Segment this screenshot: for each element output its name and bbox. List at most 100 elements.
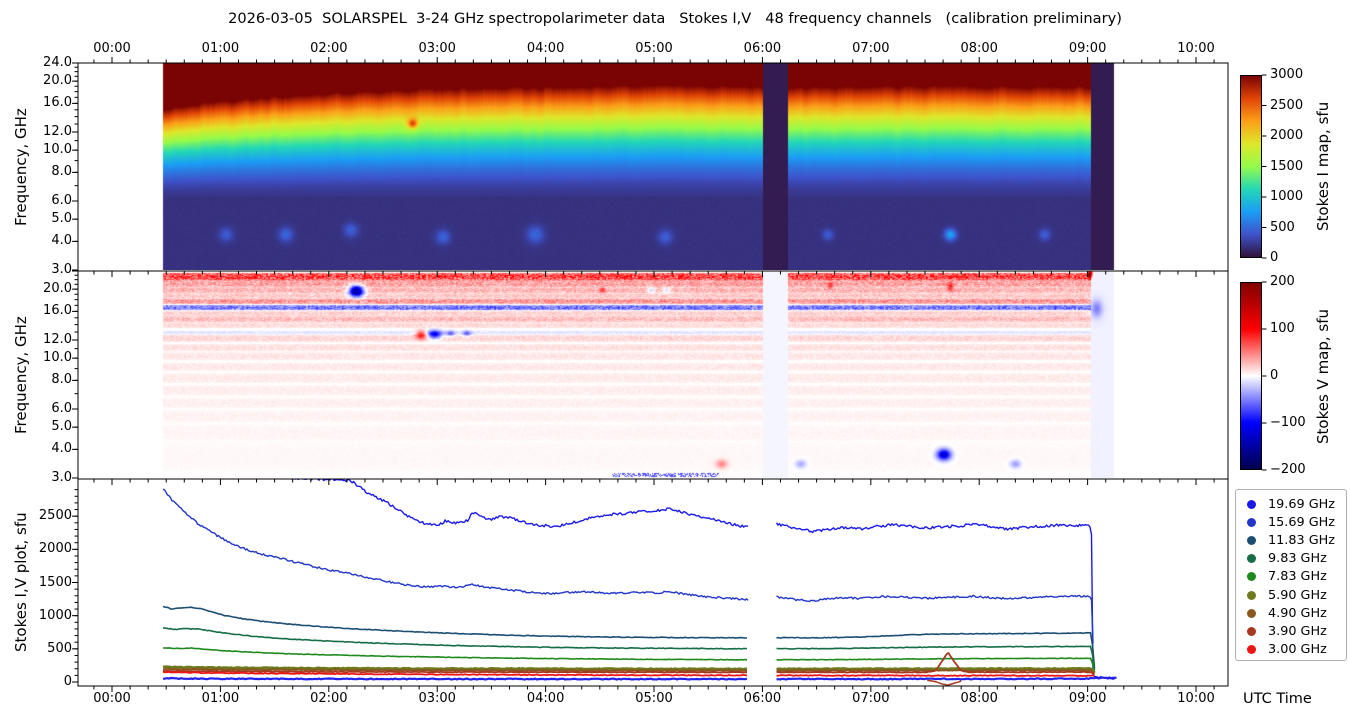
colorbar-i-tick-label: 2000 [1270, 128, 1304, 143]
legend-item: 11.83 GHz [1236, 531, 1346, 549]
legend-marker-icon [1247, 590, 1256, 600]
legend-marker-icon [1247, 554, 1256, 564]
freq-tick-label: 6.0 [51, 193, 72, 208]
legend-marker-icon [1247, 572, 1256, 582]
top-time-tick-label: 06:00 [743, 41, 782, 56]
line-plot-svg [162, 479, 1117, 686]
freq-tick-label: 6.0 [51, 401, 72, 416]
series-9-83-GHz [162, 627, 748, 650]
stokes-i-colorbar [1240, 75, 1262, 258]
freq-tick-label: 16.0 [43, 303, 72, 319]
bottom-time-tick-label: 06:00 [743, 691, 782, 706]
series-15-69-GHz [776, 594, 1094, 644]
freq-tick-label: 10.0 [43, 350, 72, 366]
bottom-time-tick-label: 05:00 [635, 691, 673, 706]
bottom-time-tick-label: 07:00 [852, 691, 890, 706]
stokes-iv-line-plot [78, 479, 1228, 686]
top-time-tick-label: 05:00 [635, 41, 673, 56]
legend-item: 3.00 GHz [1236, 641, 1346, 659]
legend-marker-icon [1247, 645, 1256, 655]
bottom-time-tick-label: 08:00 [960, 691, 998, 706]
legend-marker-icon [1247, 535, 1256, 545]
flux-tick-label: 1500 [38, 574, 72, 590]
legend-label: 3.00 GHz [1268, 642, 1327, 658]
legend-marker-icon [1247, 626, 1256, 636]
colorbar-i-tick-label: 2500 [1270, 97, 1304, 113]
freq-tick-label: 20.0 [43, 281, 72, 297]
freq-tick-label: 3.0 [51, 470, 72, 485]
flux-tick-label: 2500 [38, 508, 72, 524]
legend-marker-icon [1247, 608, 1256, 618]
series-15-69-GHz [162, 488, 749, 601]
colorbar-v-tick-label: −200 [1270, 462, 1306, 477]
flux-tick-label: 0 [63, 674, 72, 689]
legend-label: 15.69 GHz [1268, 514, 1335, 530]
top-time-tick-label: 09:00 [1068, 41, 1107, 56]
legend-label: 9.83 GHz [1268, 551, 1327, 567]
stokes-v-colorbar [1240, 282, 1262, 470]
freq-tick-label: 12.0 [43, 332, 72, 347]
legend-item: 15.69 GHz [1236, 513, 1346, 531]
freq-axis-label-mid: Frequency, GHz [12, 316, 30, 434]
legend-marker-icon [1247, 517, 1256, 527]
bottom-time-tick-label: 00:00 [93, 691, 131, 706]
top-time-tick-label: 02:00 [310, 41, 348, 56]
legend-label: 11.83 GHz [1268, 532, 1335, 548]
freq-tick-label: 5.0 [51, 211, 72, 227]
legend-label: 3.90 GHz [1268, 623, 1327, 639]
flux-tick-label: 500 [47, 640, 72, 656]
freq-tick-label: 12.0 [43, 124, 72, 139]
flux-tick-label: 2000 [38, 541, 72, 557]
legend-item: 19.69 GHz [1236, 495, 1346, 513]
top-time-tick-label: 01:00 [201, 41, 240, 56]
bottom-time-tick-label: 03:00 [418, 691, 456, 706]
top-time-tick-label: 08:00 [960, 41, 998, 56]
bottom-time-tick-label: 02:00 [310, 691, 348, 706]
figure-title: 2026-03-05 SOLARSPEL 3-24 GHz spectropol… [228, 10, 1122, 27]
colorbar-v-tick-label: 200 [1270, 274, 1295, 289]
legend-label: 19.69 GHz [1268, 496, 1335, 512]
stokes-v-colorbar-label: Stokes V map, sfu [1314, 308, 1332, 444]
legend-item: 9.83 GHz [1236, 550, 1346, 568]
freq-tick-label: 5.0 [51, 419, 72, 435]
freq-tick-label: 8.0 [51, 372, 72, 388]
freq-tick-label: 8.0 [51, 164, 72, 180]
flux-tick-label: 1000 [38, 607, 72, 623]
freq-axis-label-top: Frequency, GHz [12, 108, 30, 226]
colorbar-v-tick-label: 0 [1270, 368, 1279, 383]
colorbar-i-tick-label: 1000 [1270, 189, 1304, 204]
top-time-tick-label: 07:00 [852, 41, 890, 56]
legend-label: 5.90 GHz [1268, 587, 1327, 603]
top-time-tick-label: 03:00 [418, 41, 456, 56]
legend-box: 19.69 GHz 15.69 GHz 11.83 GHz 9.83 GHz 7.83 … [1235, 489, 1347, 661]
freq-tick-label: 4.0 [51, 441, 72, 457]
stokes-i-colorbar-label: Stokes I map, sfu [1314, 101, 1332, 232]
series-V-3-90-GHz-dip [927, 679, 962, 686]
series-11-83-GHz [776, 631, 1096, 669]
legend-label: 4.90 GHz [1268, 605, 1327, 621]
top-time-tick-label: 00:00 [93, 41, 131, 56]
freq-tick-label: 16.0 [43, 95, 72, 111]
freq-tick-label: 24.0 [43, 55, 72, 70]
series-V-19-69-GHz [162, 676, 748, 681]
legend-item: 5.90 GHz [1236, 586, 1346, 604]
series-3-00-GHz [776, 674, 1095, 677]
colorbar-i-tick-label: 500 [1270, 219, 1295, 235]
legend-item: 3.90 GHz [1236, 622, 1346, 640]
legend-item: 4.90 GHz [1236, 604, 1346, 622]
utc-time-label: UTC Time [1243, 691, 1312, 707]
stokes-v-spectrogram [78, 271, 1228, 478]
freq-tick-label: 10.0 [43, 142, 72, 158]
legend-item: 7.83 GHz [1236, 568, 1346, 586]
freq-tick-label: 3.0 [51, 262, 72, 277]
bottom-time-tick-label: 01:00 [201, 691, 240, 706]
freq-tick-label: 4.0 [51, 233, 72, 249]
legend-label: 7.83 GHz [1268, 569, 1327, 585]
series-11-83-GHz [162, 605, 747, 639]
series-7-83-GHz [163, 647, 748, 661]
colorbar-i-tick-label: 1500 [1270, 158, 1304, 174]
top-time-tick-label: 04:00 [526, 41, 565, 56]
colorbar-v-tick-label: 100 [1270, 321, 1295, 336]
top-time-tick-label: 10:00 [1177, 41, 1215, 56]
